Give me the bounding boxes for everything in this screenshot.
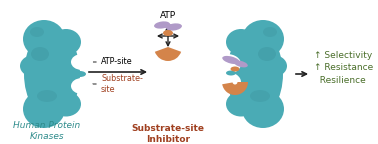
Ellipse shape	[51, 29, 81, 55]
Ellipse shape	[163, 30, 173, 36]
Ellipse shape	[213, 54, 241, 74]
Ellipse shape	[222, 56, 240, 64]
Ellipse shape	[250, 90, 270, 102]
Text: Human Protein
Kinases: Human Protein Kinases	[13, 121, 81, 141]
Ellipse shape	[154, 21, 170, 29]
Ellipse shape	[259, 55, 287, 77]
Ellipse shape	[234, 61, 248, 67]
Wedge shape	[155, 47, 181, 61]
Ellipse shape	[226, 91, 256, 116]
Ellipse shape	[20, 55, 48, 77]
Ellipse shape	[37, 90, 57, 102]
Ellipse shape	[227, 29, 283, 119]
Ellipse shape	[231, 67, 240, 72]
Text: ATP: ATP	[160, 12, 176, 20]
Ellipse shape	[242, 90, 284, 128]
Ellipse shape	[74, 71, 86, 77]
Ellipse shape	[226, 71, 236, 75]
Ellipse shape	[71, 54, 93, 70]
Ellipse shape	[164, 23, 172, 29]
Ellipse shape	[242, 20, 284, 58]
Text: ATP-site: ATP-site	[101, 57, 133, 67]
Ellipse shape	[30, 27, 44, 37]
Ellipse shape	[263, 27, 277, 37]
Text: Substrate-site
Inhibitor: Substrate-site Inhibitor	[132, 124, 204, 144]
Ellipse shape	[213, 72, 241, 92]
Ellipse shape	[23, 20, 65, 58]
Ellipse shape	[258, 47, 276, 61]
Text: Substrate-
site: Substrate- site	[101, 74, 143, 94]
Text: ↑ Selectivity
↑ Resistance
  Resilience: ↑ Selectivity ↑ Resistance Resilience	[314, 51, 373, 85]
Ellipse shape	[226, 29, 256, 55]
Ellipse shape	[166, 23, 182, 31]
Ellipse shape	[71, 78, 93, 94]
Ellipse shape	[232, 79, 237, 85]
Wedge shape	[222, 82, 248, 95]
Ellipse shape	[24, 29, 80, 119]
Ellipse shape	[23, 90, 65, 128]
Ellipse shape	[51, 91, 81, 116]
Ellipse shape	[31, 47, 49, 61]
